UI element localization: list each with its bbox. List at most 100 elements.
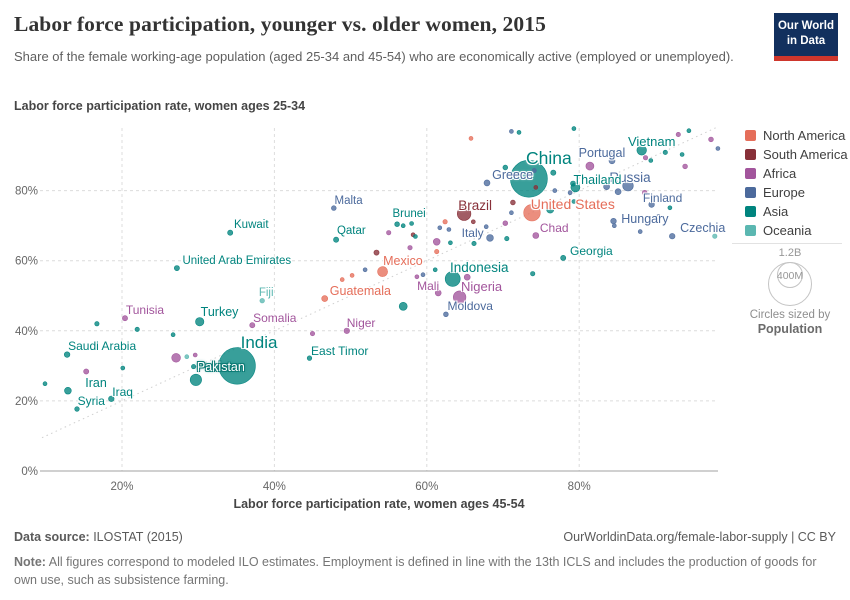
data-point[interactable]: [471, 241, 477, 247]
data-point-moldova[interactable]: [443, 311, 449, 317]
data-point[interactable]: [585, 161, 595, 171]
data-point[interactable]: [400, 223, 406, 228]
data-point[interactable]: [94, 321, 100, 327]
data-point[interactable]: [531, 168, 537, 174]
data-point[interactable]: [407, 245, 413, 251]
data-point-east-timor[interactable]: [306, 355, 313, 361]
data-point[interactable]: [509, 129, 514, 134]
legend-item-asia[interactable]: Asia: [745, 202, 848, 221]
data-point[interactable]: [656, 214, 661, 219]
data-point-tunisia[interactable]: [122, 315, 128, 322]
data-point[interactable]: [516, 130, 522, 135]
data-point[interactable]: [567, 190, 573, 195]
data-point-czechia[interactable]: [669, 233, 676, 240]
data-point[interactable]: [184, 354, 190, 360]
data-point[interactable]: [446, 227, 452, 232]
data-point[interactable]: [386, 230, 392, 236]
data-point[interactable]: [662, 149, 668, 155]
data-point[interactable]: [120, 365, 126, 371]
data-point[interactable]: [442, 219, 448, 225]
data-point[interactable]: [502, 220, 508, 226]
data-point-guatemala[interactable]: [321, 295, 329, 302]
legend-item-europe[interactable]: Europe: [745, 183, 848, 202]
data-point[interactable]: [468, 136, 474, 141]
data-point[interactable]: [611, 223, 617, 228]
data-point[interactable]: [614, 188, 622, 195]
legend-item-north-america[interactable]: North America: [745, 126, 848, 145]
data-point-portugal[interactable]: [608, 157, 616, 165]
data-point[interactable]: [610, 150, 616, 156]
data-point-fiji[interactable]: [259, 298, 265, 304]
data-point[interactable]: [413, 234, 418, 239]
data-point[interactable]: [437, 225, 443, 231]
data-point-finland[interactable]: [648, 201, 655, 208]
data-point-niger[interactable]: [343, 327, 350, 334]
data-point[interactable]: [708, 136, 714, 143]
data-point[interactable]: [309, 331, 315, 337]
data-point[interactable]: [398, 301, 408, 311]
data-point-mali[interactable]: [434, 289, 442, 297]
data-point[interactable]: [715, 146, 721, 151]
data-point-syria[interactable]: [74, 406, 80, 412]
legend-item-south-america[interactable]: South America: [745, 145, 848, 164]
data-point-china[interactable]: [510, 159, 548, 198]
data-point[interactable]: [463, 273, 471, 281]
data-point-hungary[interactable]: [610, 218, 617, 225]
data-point-indonesia[interactable]: [444, 271, 461, 287]
data-point[interactable]: [504, 236, 510, 242]
data-point-vietnam[interactable]: [636, 145, 647, 156]
data-point[interactable]: [42, 381, 48, 387]
data-point[interactable]: [192, 352, 198, 358]
data-point[interactable]: [191, 364, 197, 370]
data-point-georgia[interactable]: [560, 254, 567, 261]
data-point[interactable]: [83, 368, 90, 375]
data-point-iran[interactable]: [64, 387, 72, 395]
data-point[interactable]: [571, 126, 577, 131]
data-point[interactable]: [591, 177, 598, 184]
data-point[interactable]: [420, 272, 426, 278]
data-point[interactable]: [171, 353, 181, 363]
legend-item-oceania[interactable]: Oceania: [745, 221, 848, 240]
data-point[interactable]: [533, 185, 539, 190]
data-point[interactable]: [502, 164, 508, 171]
data-point-saudi-arabia[interactable]: [63, 351, 71, 358]
data-point[interactable]: [434, 249, 440, 255]
data-point[interactable]: [546, 205, 555, 214]
data-point-brazil[interactable]: [457, 206, 472, 221]
data-point[interactable]: [339, 277, 345, 282]
data-point[interactable]: [448, 240, 453, 246]
data-point-italy[interactable]: [486, 234, 494, 242]
data-point[interactable]: [509, 210, 514, 215]
data-point[interactable]: [648, 158, 654, 163]
data-point[interactable]: [409, 221, 414, 226]
data-point[interactable]: [433, 238, 441, 246]
data-point[interactable]: [675, 132, 681, 138]
data-point[interactable]: [530, 271, 536, 277]
data-point[interactable]: [362, 267, 368, 273]
data-point-somalia[interactable]: [249, 322, 256, 329]
data-point[interactable]: [432, 267, 438, 273]
data-point-nigeria[interactable]: [453, 290, 467, 304]
data-point[interactable]: [552, 188, 558, 193]
data-point[interactable]: [712, 233, 718, 239]
data-point[interactable]: [510, 199, 516, 206]
data-point-united-states[interactable]: [523, 204, 541, 222]
data-point-russia[interactable]: [622, 180, 634, 192]
data-point[interactable]: [686, 128, 692, 133]
data-point-united-arab-emirates[interactable]: [173, 265, 180, 271]
data-point[interactable]: [635, 176, 641, 182]
data-point[interactable]: [414, 274, 420, 280]
data-point-brunei[interactable]: [394, 221, 400, 227]
data-point[interactable]: [570, 180, 576, 187]
data-point[interactable]: [667, 205, 673, 211]
data-point[interactable]: [483, 224, 489, 229]
data-point[interactable]: [641, 190, 648, 196]
data-point-greece[interactable]: [483, 179, 491, 187]
data-point-pakistan[interactable]: [189, 373, 202, 386]
data-point[interactable]: [679, 152, 685, 157]
data-point-chad[interactable]: [532, 232, 540, 239]
data-point-iraq[interactable]: [108, 395, 115, 402]
owid-link[interactable]: OurWorldinData.org/female-labor-supply |…: [563, 530, 836, 544]
data-point[interactable]: [470, 219, 476, 225]
data-point-qatar[interactable]: [333, 236, 339, 243]
